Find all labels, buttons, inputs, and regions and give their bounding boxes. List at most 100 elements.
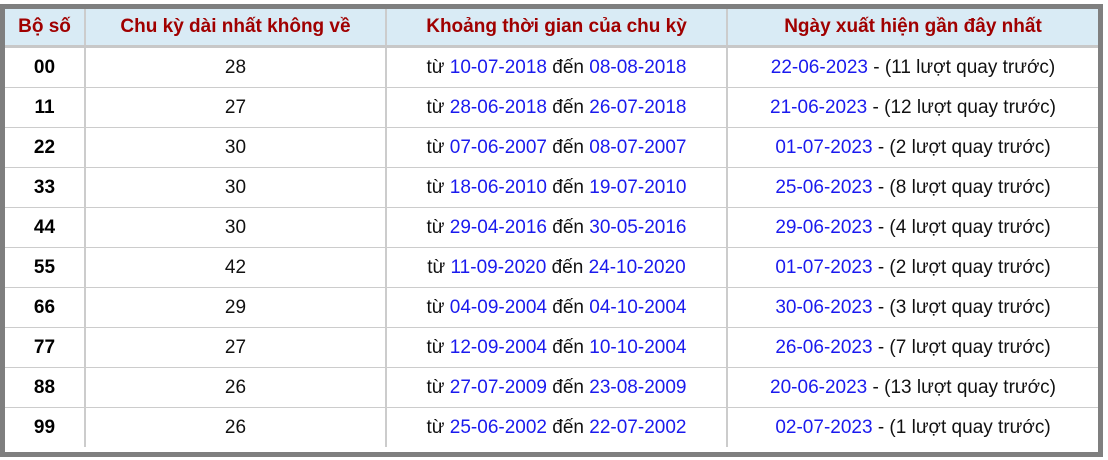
from-label: từ [426,376,445,398]
end-date: 22-07-2002 [589,416,687,438]
to-label: đến [552,96,584,118]
table-row: 99 26 từ 25-06-2002 đến 22-07-2002 02-07-20… [5,407,1098,448]
to-label: đến [552,376,584,398]
period-cell: từ 07-06-2007 đến 08-07-2007 [386,127,728,168]
draws-ago-note: - (8 lượt quay trước) [872,176,1051,198]
number-cell: 33 [5,167,86,208]
last-seen-date: 30-06-2023 [775,296,873,318]
number-cell: 44 [5,207,86,248]
table-row: 33 30 từ 18-06-2010 đến 19-07-2010 25-06-20… [5,167,1098,208]
period-cell: từ 29-04-2016 đến 30-05-2016 [386,207,728,248]
start-date: 10-07-2018 [449,56,547,78]
cycle-cell: 27 [85,327,387,368]
start-date: 28-06-2018 [449,96,547,118]
from-label: từ [426,136,445,158]
from-label: từ [427,256,446,278]
end-date: 10-10-2004 [589,336,687,358]
table-row: 55 42 từ 11-09-2020 đến 24-10-2020 01-07-20… [5,247,1098,288]
table-row: 22 30 từ 07-06-2007 đến 08-07-2007 01-07-20… [5,127,1098,168]
from-label: từ [426,336,445,358]
start-date: 27-07-2009 [449,376,547,398]
end-date: 23-08-2009 [589,376,687,398]
table-row: 11 27 từ 28-06-2018 đến 26-07-2018 21-06-20… [5,87,1098,128]
to-label: đến [552,176,584,198]
end-date: 19-07-2010 [589,176,687,198]
last-seen-cell: 20-06-2023 - (13 lượt quay trước) [727,367,1098,408]
last-seen-date: 21-06-2023 [770,96,868,118]
cycle-cell: 27 [85,87,387,128]
last-seen-cell: 29-06-2023 - (4 lượt quay trước) [727,207,1098,248]
draws-ago-note: - (2 lượt quay trước) [872,256,1051,278]
start-date: 11-09-2020 [450,256,547,278]
to-label: đến [552,56,584,78]
draws-ago-note: - (7 lượt quay trước) [872,336,1051,358]
last-seen-cell: 26-06-2023 - (7 lượt quay trước) [727,327,1098,368]
start-date: 04-09-2004 [449,296,547,318]
cycle-table: Bộ số Chu kỳ dài nhất không về Khoảng thời… [5,9,1098,447]
to-label: đến [552,216,584,238]
to-label: đến [551,256,584,278]
number-cell: 22 [5,127,86,168]
last-seen-cell: 01-07-2023 - (2 lượt quay trước) [727,127,1098,168]
draws-ago-note: - (13 lượt quay trước) [867,376,1056,398]
last-seen-cell: 02-07-2023 - (1 lượt quay trước) [727,408,1098,448]
start-date: 25-06-2002 [449,416,547,438]
number-cell: 66 [5,287,86,328]
draws-ago-note: - (2 lượt quay trước) [872,136,1051,158]
end-date: 08-08-2018 [589,56,687,78]
table-row: 00 28 từ 10-07-2018 đến 08-08-2018 22-06-20… [5,46,1098,88]
header-last-seen: Ngày xuất hiện gần đây nhất [727,9,1098,48]
to-label: đến [552,296,584,318]
to-label: đến [552,416,584,438]
last-seen-date: 01-07-2023 [775,136,873,158]
table-row: 44 30 từ 29-04-2016 đến 30-05-2016 29-06-20… [5,207,1098,248]
period-cell: từ 10-07-2018 đến 08-08-2018 [386,46,728,88]
start-date: 18-06-2010 [449,176,547,198]
last-seen-cell: 22-06-2023 - (11 lượt quay trước) [727,46,1098,88]
header-period: Khoảng thời gian của chu kỳ [386,9,728,48]
period-cell: từ 04-09-2004 đến 04-10-2004 [386,287,728,328]
number-cell: 55 [5,247,86,288]
number-cell: 99 [5,407,86,447]
start-date: 07-06-2007 [449,136,547,158]
number-cell: 11 [5,87,86,128]
end-date: 24-10-2020 [588,256,686,278]
period-cell: từ 25-06-2002 đến 22-07-2002 [386,407,728,447]
from-label: từ [426,96,445,118]
cycle-cell: 26 [85,367,387,408]
draws-ago-note: - (4 lượt quay trước) [872,216,1051,238]
period-cell: từ 28-06-2018 đến 26-07-2018 [386,87,728,128]
to-label: đến [552,336,584,358]
cycle-cell: 30 [85,207,387,248]
last-seen-date: 29-06-2023 [775,216,873,238]
from-label: từ [426,216,445,238]
last-seen-cell: 30-06-2023 - (3 lượt quay trước) [727,287,1098,328]
end-date: 04-10-2004 [589,296,687,318]
table-row: 66 29 từ 04-09-2004 đến 04-10-2004 30-06-20… [5,287,1098,328]
cycle-table-frame: Bộ số Chu kỳ dài nhất không về Khoảng thời… [0,4,1103,457]
period-cell: từ 27-07-2009 đến 23-08-2009 [386,367,728,408]
period-cell: từ 11-09-2020 đến 24-10-2020 [386,247,728,288]
last-seen-cell: 25-06-2023 - (8 lượt quay trước) [727,167,1098,208]
from-label: từ [426,296,445,318]
last-seen-date: 26-06-2023 [775,336,873,358]
from-label: từ [426,56,445,78]
cycle-cell: 28 [85,46,387,88]
draws-ago-note: - (12 lượt quay trước) [867,96,1056,118]
end-date: 08-07-2007 [589,136,687,158]
table-row: 88 26 từ 27-07-2009 đến 23-08-2009 20-06-20… [5,367,1098,408]
cycle-cell: 42 [85,247,387,288]
end-date: 26-07-2018 [589,96,687,118]
start-date: 29-04-2016 [449,216,547,238]
draws-ago-note: - (3 lượt quay trước) [872,296,1051,318]
end-date: 30-05-2016 [589,216,687,238]
from-label: từ [426,416,445,438]
last-seen-date: 02-07-2023 [775,416,873,438]
header-number: Bộ số [5,9,86,48]
cycle-cell: 29 [85,287,387,328]
number-cell: 00 [5,46,86,88]
period-cell: từ 12-09-2004 đến 10-10-2004 [386,327,728,368]
draws-ago-note: - (1 lượt quay trước) [872,416,1051,438]
last-seen-date: 22-06-2023 [770,56,868,78]
table-header-row: Bộ số Chu kỳ dài nhất không về Khoảng thời… [5,9,1098,48]
